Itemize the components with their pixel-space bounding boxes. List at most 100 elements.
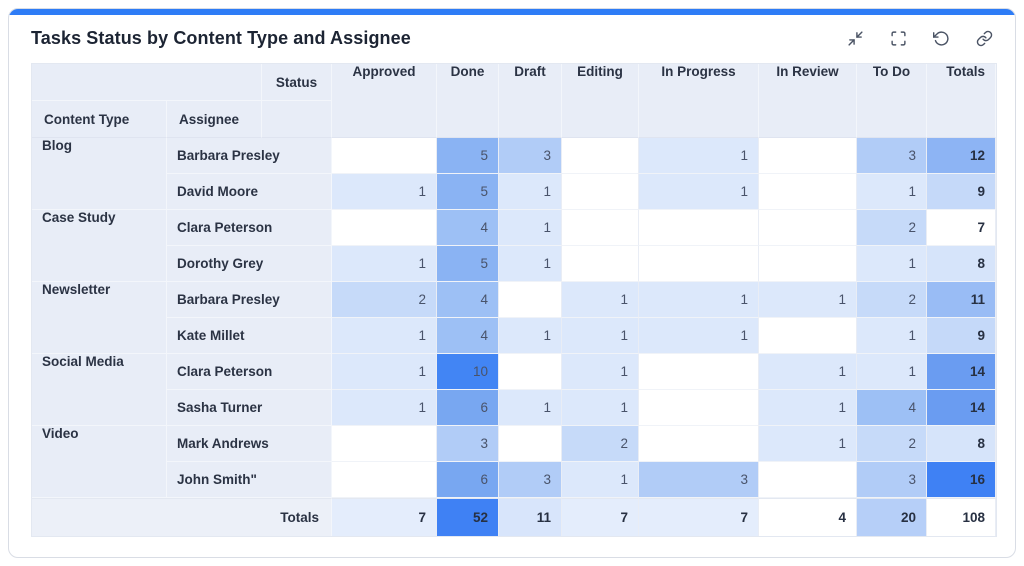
assignee-axis-label: Assignee bbox=[167, 101, 262, 138]
link-button[interactable] bbox=[974, 28, 995, 49]
column-header-in-progress: In Progress bbox=[639, 64, 759, 138]
content-type-cell: Newsletter bbox=[32, 282, 167, 354]
content-type-cell: Blog bbox=[32, 138, 167, 210]
column-header-in-review: In Review bbox=[759, 64, 857, 138]
assignee-cell: Barbara Presley bbox=[167, 282, 332, 318]
value-cell: 1 bbox=[857, 246, 927, 282]
value-cell: 6 bbox=[437, 390, 499, 426]
table-row: John Smith" 6 3 1 3 3 16 bbox=[32, 462, 996, 498]
assignee-cell: Clara Peterson bbox=[167, 210, 332, 246]
value-cell bbox=[759, 462, 857, 498]
assignee-cell: Dorothy Grey bbox=[167, 246, 332, 282]
value-cell bbox=[639, 210, 759, 246]
card-title: Tasks Status by Content Type and Assigne… bbox=[31, 28, 411, 48]
assignee-cell: Barbara Presley bbox=[167, 138, 332, 174]
totals-row-label: Totals bbox=[32, 498, 332, 536]
value-cell: 1 bbox=[499, 246, 562, 282]
value-cell: 1 bbox=[499, 174, 562, 210]
row-total-cell: 9 bbox=[927, 174, 996, 210]
header-row-1: Status Approved Done Draft Editing In Pr… bbox=[32, 64, 996, 138]
card-header: Tasks Status by Content Type and Assigne… bbox=[9, 15, 1015, 59]
value-cell: 1 bbox=[639, 174, 759, 210]
link-icon bbox=[976, 30, 993, 50]
value-cell bbox=[499, 282, 562, 318]
value-cell: 2 bbox=[857, 210, 927, 246]
row-total-cell: 14 bbox=[927, 354, 996, 390]
column-header-to-do: To Do bbox=[857, 64, 927, 138]
value-cell: 1 bbox=[562, 282, 639, 318]
value-cell: 1 bbox=[857, 354, 927, 390]
value-cell: 1 bbox=[639, 138, 759, 174]
value-cell: 1 bbox=[759, 282, 857, 318]
value-cell: 4 bbox=[857, 390, 927, 426]
value-cell bbox=[759, 318, 857, 354]
value-cell bbox=[759, 174, 857, 210]
value-cell: 6 bbox=[437, 462, 499, 498]
value-cell: 1 bbox=[332, 354, 437, 390]
column-total-cell: 20 bbox=[857, 498, 927, 536]
value-cell: 2 bbox=[857, 426, 927, 462]
table-row: Video Mark Andrews 3 2 1 2 8 bbox=[32, 426, 996, 498]
column-total-cell: 4 bbox=[759, 498, 857, 536]
value-cell bbox=[562, 138, 639, 174]
value-cell: 1 bbox=[332, 318, 437, 354]
collapse-button[interactable] bbox=[845, 28, 866, 49]
table-row: David Moore 1 5 1 1 1 9 bbox=[32, 174, 996, 210]
content-type-cell: Case Study bbox=[32, 210, 167, 282]
assignee-cell: Clara Peterson bbox=[167, 354, 332, 390]
value-cell: 1 bbox=[639, 318, 759, 354]
value-cell bbox=[499, 354, 562, 390]
value-cell: 5 bbox=[437, 138, 499, 174]
corner-empty-cell bbox=[262, 101, 332, 138]
corner-empty-cell bbox=[32, 64, 262, 101]
value-cell: 1 bbox=[499, 390, 562, 426]
value-cell: 3 bbox=[499, 138, 562, 174]
row-total-cell: 8 bbox=[927, 426, 996, 462]
value-cell: 1 bbox=[562, 390, 639, 426]
table-row: Blog Barbara Presley 5 3 1 3 12 bbox=[32, 138, 996, 210]
card-toolbar bbox=[845, 28, 995, 49]
column-total-cell: 52 bbox=[437, 498, 499, 536]
value-cell: 2 bbox=[562, 426, 639, 462]
value-cell bbox=[562, 210, 639, 246]
value-cell: 3 bbox=[857, 138, 927, 174]
column-total-cell: 7 bbox=[639, 498, 759, 536]
table-row: Social Media Clara Peterson 1 10 1 1 1 1… bbox=[32, 354, 996, 426]
row-total-cell: 16 bbox=[927, 462, 996, 498]
value-cell: 1 bbox=[332, 390, 437, 426]
value-cell: 3 bbox=[499, 462, 562, 498]
status-axis-label: Status bbox=[262, 64, 332, 101]
value-cell: 1 bbox=[759, 390, 857, 426]
value-cell: 4 bbox=[437, 210, 499, 246]
table-row: Kate Millet 1 4 1 1 1 1 9 bbox=[32, 318, 996, 354]
gadget-card: Tasks Status by Content Type and Assigne… bbox=[8, 8, 1016, 558]
refresh-button[interactable] bbox=[931, 28, 952, 49]
content-type-cell: Social Media bbox=[32, 354, 167, 426]
row-total-cell: 8 bbox=[927, 246, 996, 282]
fullscreen-button[interactable] bbox=[888, 28, 909, 49]
row-total-cell: 12 bbox=[927, 138, 996, 174]
value-cell: 5 bbox=[437, 174, 499, 210]
pivot-table: Status Approved Done Draft Editing In Pr… bbox=[31, 63, 997, 537]
value-cell: 1 bbox=[562, 462, 639, 498]
value-cell bbox=[562, 174, 639, 210]
value-cell: 1 bbox=[499, 318, 562, 354]
assignee-cell: Kate Millet bbox=[167, 318, 332, 354]
value-cell bbox=[639, 390, 759, 426]
content-type-cell: Video bbox=[32, 426, 167, 498]
value-cell: 3 bbox=[437, 426, 499, 462]
column-header-totals: Totals bbox=[927, 64, 996, 138]
value-cell: 1 bbox=[562, 318, 639, 354]
value-cell: 2 bbox=[857, 282, 927, 318]
row-total-cell: 9 bbox=[927, 318, 996, 354]
column-header-draft: Draft bbox=[499, 64, 562, 138]
value-cell: 2 bbox=[332, 282, 437, 318]
value-cell: 1 bbox=[562, 354, 639, 390]
value-cell bbox=[562, 246, 639, 282]
grand-total-cell: 108 bbox=[927, 498, 996, 536]
column-total-cell: 7 bbox=[332, 498, 437, 536]
assignee-cell: David Moore bbox=[167, 174, 332, 210]
refresh-icon bbox=[933, 31, 950, 50]
collapse-icon bbox=[847, 31, 864, 50]
